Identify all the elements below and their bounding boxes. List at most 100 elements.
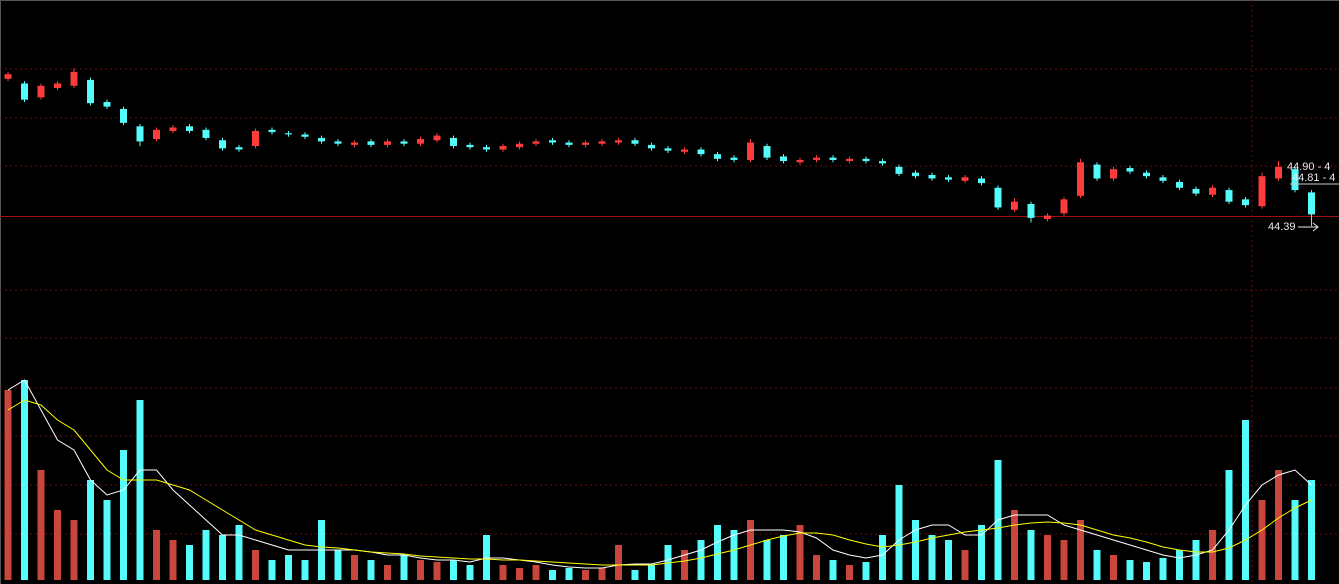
volume-bar [532, 565, 540, 580]
volume-bar [54, 510, 61, 580]
volume-bar [1060, 540, 1068, 580]
volume-bar [1209, 530, 1216, 580]
volume-bar [301, 560, 309, 580]
candle-body [598, 141, 606, 144]
volume-bar [466, 565, 474, 580]
candle-body [334, 141, 342, 144]
candle-body [730, 157, 738, 160]
candle-body [202, 129, 210, 138]
volume-bar [582, 570, 589, 580]
volume-bar [1192, 540, 1200, 580]
candle-body [862, 158, 870, 162]
volume-bar [169, 540, 177, 580]
candle-body [1011, 201, 1018, 210]
volume-bar [1159, 558, 1167, 580]
candle-body [87, 79, 94, 104]
volume-bar [87, 480, 94, 580]
candle-body [1192, 188, 1200, 194]
volume-bar [747, 520, 754, 580]
candle-body [879, 161, 886, 164]
candle-body [747, 142, 754, 160]
candle-body [1291, 169, 1299, 191]
candle-body [1077, 162, 1084, 196]
volume-bar [945, 540, 952, 580]
volume-bar [186, 545, 193, 580]
volume-bar [235, 525, 243, 580]
volume-bar [780, 535, 787, 580]
candle-body [1110, 169, 1117, 179]
candle-body [829, 157, 837, 160]
volume-bar [796, 525, 804, 580]
candle-body [1159, 177, 1167, 181]
candle-body [582, 142, 589, 145]
candle-body [846, 158, 853, 162]
candle-body [1258, 176, 1266, 207]
candle-body [928, 175, 936, 179]
volume-ma-line [7, 379, 1312, 569]
volume-bar [4, 390, 12, 580]
volume-bar [120, 450, 127, 580]
volume-bar [252, 550, 259, 580]
candle-body [70, 71, 78, 86]
volume-bar [1308, 480, 1315, 580]
candle-body [400, 141, 408, 144]
candle-body [301, 134, 309, 137]
candle-body [516, 143, 523, 148]
volume-bar [714, 525, 721, 580]
volume-bar [268, 560, 276, 580]
volume-bar [1126, 560, 1134, 580]
volume-bars [4, 380, 1315, 580]
candle-body [1027, 203, 1035, 218]
candle-body [235, 147, 243, 150]
volume-bar [615, 545, 622, 580]
candle-body [763, 146, 771, 158]
candle-body [466, 144, 474, 148]
price-label: 44.81 - 4 [1292, 172, 1335, 184]
candle-body [433, 135, 441, 141]
volume-bar [219, 535, 226, 580]
candle-body [549, 140, 556, 143]
candle-body [796, 159, 804, 163]
volume-bar [1077, 520, 1084, 580]
candle-body [994, 187, 1002, 208]
volume-bar [879, 535, 886, 580]
candle-body [648, 144, 655, 149]
candle-body [268, 129, 276, 133]
candle-body [813, 157, 820, 160]
candle-body [664, 148, 672, 151]
candle-body [120, 108, 127, 123]
volume-bar [1225, 470, 1233, 580]
candle-body [780, 156, 787, 162]
candle-body [1060, 199, 1068, 214]
volume-bar [70, 520, 78, 580]
candle-body [1275, 166, 1282, 179]
volume-bar [1242, 420, 1249, 580]
candle-body [351, 142, 358, 145]
volume-bar [829, 560, 837, 580]
volume-bar [516, 568, 523, 580]
volume-bar [433, 562, 441, 580]
volume-bar [202, 530, 210, 580]
volume-bar [549, 570, 556, 580]
candles [4, 68, 1315, 226]
volume-bar [450, 560, 457, 580]
candle-body [1308, 192, 1315, 215]
volume-bar [136, 400, 144, 580]
volume-bar [730, 530, 738, 580]
candle-body [978, 178, 985, 184]
candle-body [417, 139, 424, 144]
candle-body [384, 141, 391, 145]
volume-bar [813, 555, 820, 580]
candle-body [532, 141, 540, 144]
volume-bar [1258, 500, 1266, 580]
volume-bar [334, 550, 342, 580]
candle-body [945, 177, 952, 180]
volume-bar [1176, 550, 1183, 580]
volume-bar [1275, 470, 1282, 580]
candle-body [499, 146, 507, 150]
candle-body [1225, 190, 1233, 202]
volume-bar [367, 560, 375, 580]
